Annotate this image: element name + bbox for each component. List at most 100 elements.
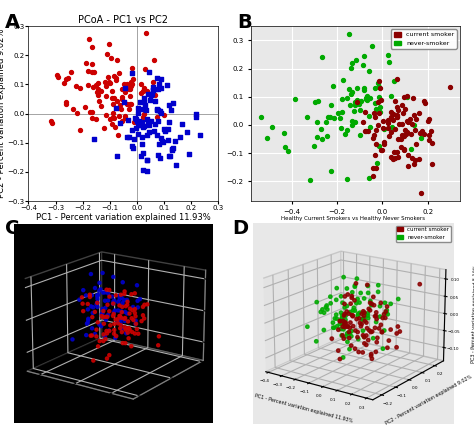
Point <box>361 52 368 59</box>
Point <box>144 115 151 122</box>
Point <box>346 101 354 108</box>
Point <box>370 134 377 141</box>
Point <box>144 131 151 138</box>
Point <box>89 84 96 91</box>
Point <box>125 105 133 112</box>
Point <box>365 67 373 74</box>
Point <box>139 105 146 112</box>
Point <box>151 121 159 128</box>
Point <box>121 85 129 92</box>
Point <box>49 119 56 126</box>
Point <box>167 153 174 160</box>
Legend: current smoker, never-smoker: current smoker, never-smoker <box>396 225 451 242</box>
Point <box>115 105 122 112</box>
Point <box>144 90 152 97</box>
Point <box>344 127 351 134</box>
X-axis label: PC1 - Percent variation explained 11.93%: PC1 - Percent variation explained 11.93% <box>36 212 210 222</box>
Text: D: D <box>232 218 248 237</box>
Point <box>339 76 347 83</box>
Point <box>269 123 276 130</box>
Point <box>137 153 145 160</box>
Point <box>348 59 356 66</box>
Point <box>110 114 118 121</box>
Point <box>369 43 376 50</box>
Point <box>155 80 163 87</box>
Point <box>348 89 356 96</box>
Point <box>338 95 346 102</box>
Point <box>121 114 129 121</box>
Point <box>370 109 377 116</box>
Point <box>133 124 140 131</box>
Point <box>150 87 157 94</box>
Point <box>137 81 145 88</box>
Point <box>421 99 429 106</box>
Point <box>398 101 406 108</box>
Point <box>97 87 104 94</box>
Point <box>375 94 383 101</box>
Point <box>149 87 157 94</box>
Point <box>143 88 151 95</box>
Point <box>154 86 162 93</box>
Point <box>105 79 113 86</box>
Point <box>365 174 372 181</box>
Point <box>348 118 356 125</box>
Point <box>387 114 395 121</box>
Point <box>406 115 414 122</box>
Point <box>162 127 169 134</box>
Point <box>337 125 345 132</box>
Point <box>176 134 183 141</box>
Point <box>134 110 142 117</box>
Point <box>257 113 264 120</box>
Point <box>385 133 393 140</box>
Point <box>365 113 373 120</box>
Point <box>420 98 428 105</box>
Point <box>151 98 158 105</box>
Point <box>140 95 148 102</box>
Point <box>128 83 135 90</box>
Point <box>156 154 164 161</box>
Point <box>140 123 148 130</box>
Point <box>356 101 363 108</box>
Point <box>419 127 426 134</box>
Point <box>146 96 153 103</box>
Point <box>128 80 136 87</box>
Point <box>167 107 175 114</box>
Point <box>109 114 117 121</box>
Point <box>165 153 173 160</box>
Point <box>118 118 126 125</box>
Point <box>378 146 386 153</box>
Point <box>114 17 122 24</box>
Point <box>158 75 165 82</box>
Point <box>351 119 358 126</box>
Point <box>403 92 410 99</box>
Point <box>401 146 408 153</box>
Point <box>192 111 200 118</box>
Point <box>403 128 411 135</box>
Title: Healthy Current Smokers vs Healthy Never Smokers: Healthy Current Smokers vs Healthy Never… <box>281 216 425 221</box>
Point <box>92 81 100 88</box>
Point <box>53 72 60 79</box>
Point <box>143 157 151 164</box>
Point <box>137 121 145 128</box>
Y-axis label: PC2 - Percent variation explained 9.02%: PC2 - Percent variation explained 9.02% <box>385 374 473 426</box>
Point <box>385 58 393 65</box>
Point <box>125 133 132 140</box>
Point <box>353 96 361 103</box>
Point <box>427 128 434 135</box>
Point <box>361 108 368 115</box>
Point <box>263 135 271 142</box>
Point <box>408 146 415 153</box>
Point <box>362 128 369 135</box>
Point <box>117 106 125 113</box>
Point <box>408 131 415 138</box>
Point <box>327 114 334 121</box>
Point <box>140 149 147 156</box>
Point <box>118 94 126 101</box>
Point <box>136 99 144 106</box>
Point <box>366 123 374 130</box>
Point <box>403 94 410 101</box>
Point <box>412 141 419 148</box>
Point <box>393 113 401 120</box>
Point <box>90 69 98 76</box>
Point <box>380 125 387 132</box>
